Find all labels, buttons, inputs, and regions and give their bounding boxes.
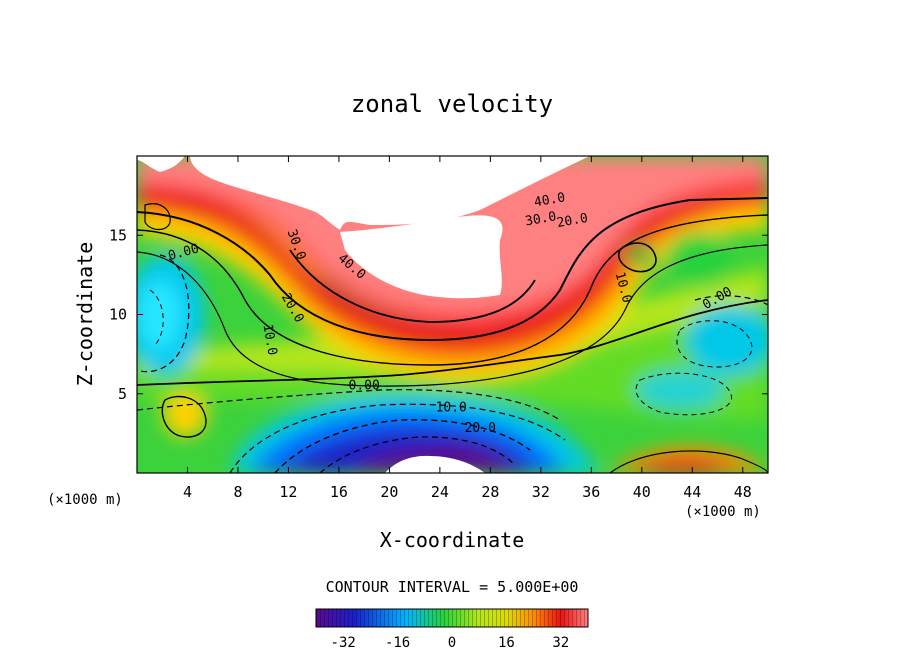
y-tick-label: 15 xyxy=(109,226,127,244)
x-tick-label: 28 xyxy=(481,483,499,501)
colorbar-tick-label: -32 xyxy=(331,635,356,651)
x-tick-label: 40 xyxy=(633,483,651,501)
velocity-field xyxy=(137,156,768,473)
contour-label: 20.0 xyxy=(556,211,589,231)
x-tick-label: 20 xyxy=(380,483,398,501)
chart-title: zonal velocity xyxy=(351,90,553,118)
contour-label: 10.0 xyxy=(259,323,279,356)
x-tick-label: 16 xyxy=(330,483,348,501)
contour-lines xyxy=(137,197,768,473)
contour-label: 40.0 xyxy=(533,190,566,210)
x-tick-label: 24 xyxy=(431,483,449,501)
x-tick-label: 48 xyxy=(734,483,752,501)
colorbar-tick-label: -16 xyxy=(385,635,410,651)
contour-label: 20.0 xyxy=(465,421,496,436)
y-axis: 5 10 15 xyxy=(109,226,768,403)
x-unit-right: (×1000 m) xyxy=(685,504,761,520)
contour-label: 30.0 xyxy=(524,209,557,229)
colorbar: -32 -16 0 16 32 xyxy=(315,608,589,651)
x-tick-label: 32 xyxy=(532,483,550,501)
contour-label: 10.0 xyxy=(436,401,467,416)
colorbar-tick-label: 32 xyxy=(552,635,569,651)
x-tick-label: 8 xyxy=(233,483,242,501)
contour-label: 0.00 xyxy=(349,378,380,393)
colorbar-ticks: -32 -16 0 16 32 xyxy=(331,635,570,651)
y-tick-label: 5 xyxy=(118,385,127,403)
x-unit-left: (×1000 m) xyxy=(47,492,123,508)
x-tick-label: 36 xyxy=(582,483,600,501)
colorbar-tick-label: 16 xyxy=(498,635,515,651)
contour-interval: CONTOUR INTERVAL = 5.000E+00 xyxy=(326,578,579,596)
y-tick-label: 10 xyxy=(109,306,127,324)
x-axis: 4 8 12 16 20 24 28 32 36 40 44 48 xyxy=(183,156,752,501)
x-tick-label: 44 xyxy=(683,483,701,501)
x-tick-label: 4 xyxy=(183,483,192,501)
colorbar-tick-label: 0 xyxy=(448,635,456,651)
x-tick-label: 12 xyxy=(279,483,297,501)
x-axis-label: X-coordinate xyxy=(380,528,525,552)
y-axis-label: Z-coordinate xyxy=(73,242,97,387)
